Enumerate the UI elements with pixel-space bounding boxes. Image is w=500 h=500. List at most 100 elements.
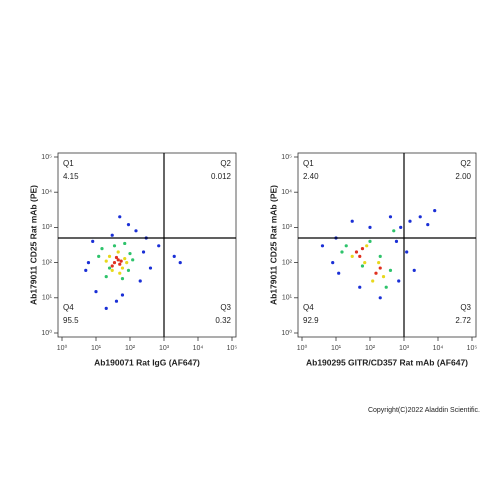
point bbox=[112, 261, 117, 265]
y-tick-label: 10⁵ bbox=[281, 154, 292, 161]
point bbox=[368, 239, 372, 244]
point bbox=[340, 250, 344, 254]
point bbox=[123, 241, 127, 246]
point bbox=[107, 254, 112, 259]
point bbox=[118, 262, 122, 266]
point bbox=[91, 239, 95, 244]
point bbox=[157, 244, 161, 248]
point bbox=[120, 277, 125, 281]
quadrant-value: 4.15 bbox=[63, 172, 79, 181]
point bbox=[172, 254, 176, 259]
quadrant-value: 2.00 bbox=[455, 172, 471, 181]
x-tick-label: 10² bbox=[365, 345, 376, 352]
x-tick-label: 10¹ bbox=[331, 345, 342, 352]
quadrant-value: 92.9 bbox=[303, 316, 319, 325]
point bbox=[138, 279, 142, 283]
point bbox=[384, 285, 388, 289]
point bbox=[365, 244, 369, 248]
x-tick-label: 10¹ bbox=[91, 345, 102, 352]
point bbox=[128, 252, 132, 256]
point bbox=[433, 209, 437, 213]
point bbox=[388, 268, 393, 273]
y-axis-title: Ab179011 CD25 Rat mAb (PE) bbox=[268, 185, 278, 305]
point bbox=[134, 229, 138, 233]
point bbox=[363, 261, 367, 265]
point bbox=[408, 219, 412, 223]
point bbox=[110, 233, 114, 237]
point bbox=[104, 306, 108, 310]
point bbox=[371, 279, 375, 283]
point bbox=[112, 244, 117, 248]
point bbox=[368, 225, 372, 229]
quadrant-value: 0.012 bbox=[211, 172, 232, 181]
quadrant-name: Q1 bbox=[303, 159, 314, 168]
point bbox=[405, 250, 409, 254]
y-axis-title: Ab179011 CD25 Rat mAb (PE) bbox=[28, 185, 38, 305]
y-tick-label: 10¹ bbox=[42, 295, 53, 302]
quadrant-value: 0.32 bbox=[215, 316, 231, 325]
point bbox=[381, 275, 386, 279]
quadrant-name: Q2 bbox=[460, 159, 471, 168]
point bbox=[377, 261, 381, 265]
x-tick-label: 10³ bbox=[159, 345, 170, 352]
point bbox=[412, 268, 416, 273]
point bbox=[94, 290, 98, 294]
x-tick-label: 10³ bbox=[399, 345, 410, 352]
point bbox=[378, 254, 382, 259]
quadrant-value: 2.40 bbox=[303, 172, 319, 181]
y-tick-label: 10⁴ bbox=[41, 189, 52, 196]
point bbox=[100, 246, 104, 251]
point bbox=[374, 271, 378, 275]
y-tick-label: 10⁴ bbox=[281, 189, 292, 196]
point bbox=[84, 268, 88, 273]
copyright: Copyright(C)2022 Aladdin Scientific. bbox=[368, 407, 480, 414]
point bbox=[394, 239, 399, 244]
plot-frame bbox=[57, 152, 237, 338]
quadrant-name: Q4 bbox=[63, 303, 74, 312]
point bbox=[358, 285, 362, 289]
point bbox=[320, 244, 325, 248]
point bbox=[358, 254, 362, 259]
point bbox=[120, 266, 125, 270]
point bbox=[126, 223, 131, 227]
point bbox=[86, 261, 91, 265]
quadrant-value: 2.72 bbox=[455, 316, 471, 325]
point bbox=[120, 293, 125, 297]
point bbox=[119, 259, 123, 263]
point bbox=[344, 244, 348, 248]
x-tick-label: 10⁰ bbox=[57, 344, 68, 352]
point bbox=[131, 258, 135, 262]
y-tick-label: 10² bbox=[42, 259, 53, 266]
quadrant-name: Q3 bbox=[460, 303, 471, 312]
quadrant-name: Q2 bbox=[220, 159, 231, 168]
y-tick-label: 10⁵ bbox=[41, 154, 52, 161]
point bbox=[148, 266, 153, 270]
y-tick-label: 10⁰ bbox=[41, 329, 52, 337]
point bbox=[114, 255, 119, 260]
x-tick-label: 10⁵ bbox=[467, 345, 478, 352]
y-tick-label: 10³ bbox=[282, 224, 293, 231]
x-tick-label: 10⁴ bbox=[433, 345, 444, 352]
point bbox=[104, 275, 108, 279]
point bbox=[392, 229, 396, 233]
point bbox=[110, 264, 114, 268]
point bbox=[378, 266, 382, 270]
point bbox=[360, 246, 365, 251]
x-axis-title: Ab190071 Rat IgG (AF647) bbox=[94, 357, 200, 367]
point bbox=[116, 250, 120, 254]
point bbox=[141, 250, 146, 254]
point bbox=[116, 258, 120, 262]
point bbox=[337, 271, 341, 275]
point bbox=[397, 279, 401, 283]
point bbox=[178, 261, 182, 265]
y-tick-label: 10¹ bbox=[282, 295, 293, 302]
x-tick-label: 10⁵ bbox=[227, 345, 238, 352]
point bbox=[118, 215, 122, 219]
point bbox=[399, 225, 403, 229]
point bbox=[388, 215, 393, 219]
point bbox=[418, 215, 422, 219]
point bbox=[331, 261, 335, 265]
plot-frame bbox=[297, 152, 477, 338]
point bbox=[107, 266, 112, 270]
